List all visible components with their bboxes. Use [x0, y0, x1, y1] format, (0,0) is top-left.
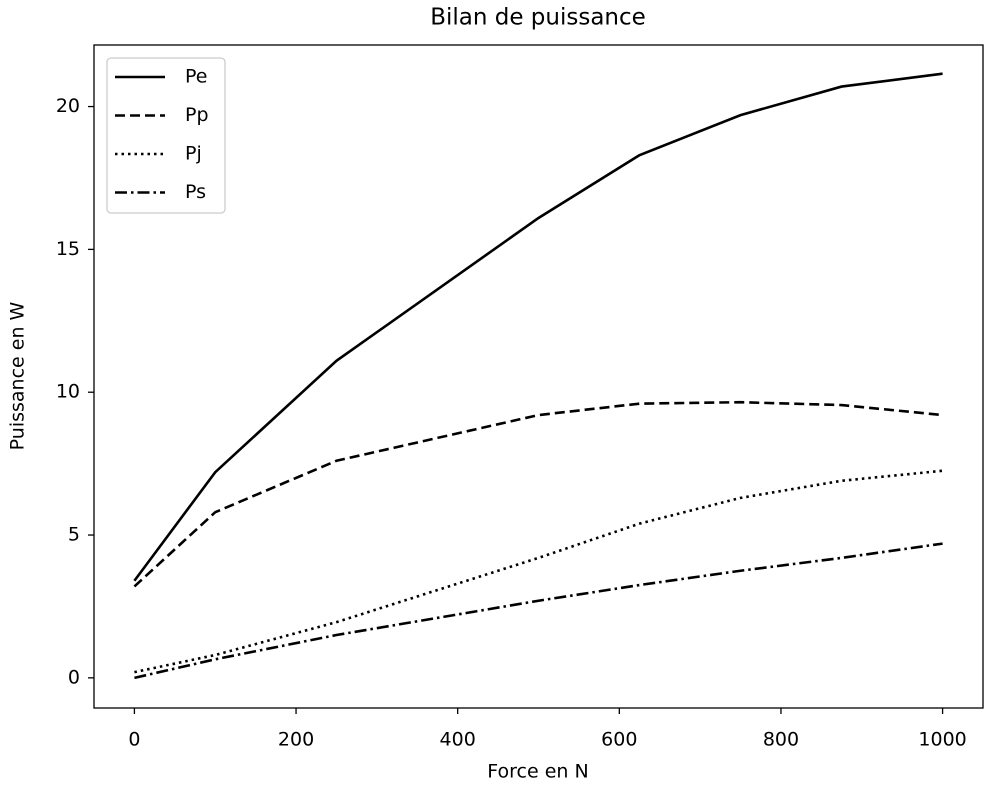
series-line — [133, 400, 943, 588]
x-tick-label: 1000 — [918, 729, 966, 751]
y-tick-label: 10 — [56, 381, 80, 403]
y-tick-label: 0 — [68, 666, 80, 688]
chart-title: Bilan de puissance — [430, 5, 646, 31]
legend-label: Ps — [185, 181, 206, 203]
x-tick-label: 600 — [601, 729, 637, 751]
y-tick-label: 15 — [56, 238, 80, 260]
x-tick-label: 200 — [278, 729, 314, 751]
legend-label: Pe — [185, 66, 207, 88]
y-axis-label: Puissance en W — [7, 301, 29, 450]
series-line — [133, 72, 943, 582]
legend-label: Pp — [185, 104, 209, 126]
y-tick-label: 20 — [56, 95, 80, 117]
legend-label: Pj — [185, 143, 202, 165]
y-tick-label: 5 — [68, 524, 80, 546]
series-line — [134, 542, 943, 680]
plot-frame — [93, 44, 984, 709]
x-tick-label: 400 — [440, 729, 476, 751]
series-line — [134, 469, 943, 674]
x-axis-label: Force en N — [487, 761, 588, 783]
x-tick-label: 800 — [763, 729, 799, 751]
legend-box — [106, 57, 226, 214]
x-tick-label: 0 — [128, 729, 140, 751]
